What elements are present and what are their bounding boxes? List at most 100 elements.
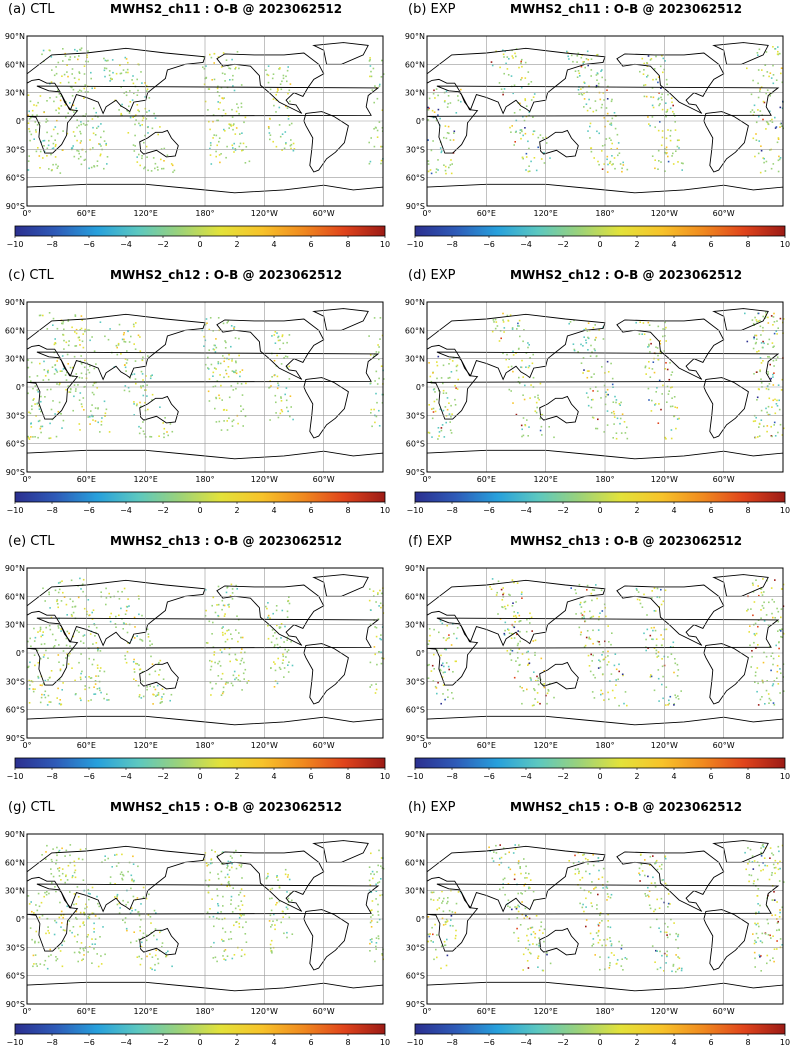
data-point [762,326,764,329]
data-point [114,623,117,625]
data-point [757,152,760,155]
data-point [371,89,374,91]
data-point [209,668,212,671]
data-point [662,335,664,338]
data-point [138,110,140,113]
data-point [241,132,243,134]
data-point [35,104,38,107]
data-point [49,948,51,951]
data-point [456,388,459,390]
data-point [644,84,647,86]
data-point [99,154,102,157]
data-point [657,129,660,132]
data-point [638,867,641,870]
data-point [232,887,234,889]
data-point [780,389,783,391]
data-point [135,940,138,942]
data-point [503,88,506,90]
data-point [452,139,455,141]
data-point [769,72,772,74]
data-point [107,857,109,860]
data-point [139,164,141,167]
data-point [546,702,548,705]
data-point [591,905,593,908]
data-point [603,699,605,701]
data-point [204,879,207,882]
data-point [643,95,646,98]
data-point [370,70,372,73]
data-point [93,693,95,695]
data-point [543,686,546,689]
data-point [772,663,774,666]
data-point [762,360,764,362]
data-point [759,357,762,359]
data-point [126,929,128,932]
coastline-path [303,377,349,439]
data-point [77,933,79,936]
data-point [287,66,289,68]
data-point [120,353,122,355]
data-point [214,385,217,387]
data-point [27,169,30,171]
data-point [766,962,768,965]
data-point [651,104,654,107]
data-point [228,647,231,650]
data-point [777,620,780,623]
data-point [67,344,70,347]
data-point [32,690,35,693]
data-point [512,354,515,356]
data-point [671,155,673,157]
data-point [241,648,243,650]
data-point [445,392,448,394]
data-point [47,679,49,681]
data-point [52,147,55,149]
data-point [84,84,86,86]
coastline-path [616,850,725,912]
data-point [133,678,135,680]
data-point [770,669,772,672]
data-point [671,970,673,973]
data-point [375,688,378,691]
data-point [241,657,244,660]
data-point [284,648,286,651]
data-point [69,844,72,846]
data-point [146,688,148,691]
data-point [446,637,449,640]
data-point [590,376,593,378]
data-point [661,954,663,957]
data-point [277,416,280,419]
data-point [38,155,41,157]
data-point [585,58,588,60]
data-point [227,881,230,884]
data-point [218,420,221,423]
map-figure: 90°N60°N30°N0°30°S60°S90°S0° 60°E 120°E 180… [405,298,790,515]
data-point [528,872,530,875]
data-point [583,853,585,856]
data-point [446,397,449,399]
data-point [87,934,89,936]
data-point [115,344,118,347]
data-point [510,390,512,392]
data-point [31,938,33,941]
data-point [523,119,526,122]
lon-tick-label: 120°E [134,209,158,218]
data-point [532,376,535,379]
data-point [55,959,57,962]
data-point [270,939,273,942]
data-point [432,933,434,936]
data-point [28,679,30,682]
data-point [275,111,277,113]
data-point [284,913,287,915]
data-point [73,155,76,158]
data-point [241,949,243,951]
data-point [603,117,606,119]
data-point [288,916,291,919]
data-point [369,65,372,67]
data-point [609,160,612,163]
data-point [648,324,651,326]
lat-tick-label: 0° [16,383,25,392]
data-point [155,949,157,951]
data-point [535,401,538,404]
data-point [104,415,106,417]
data-point [71,875,74,877]
